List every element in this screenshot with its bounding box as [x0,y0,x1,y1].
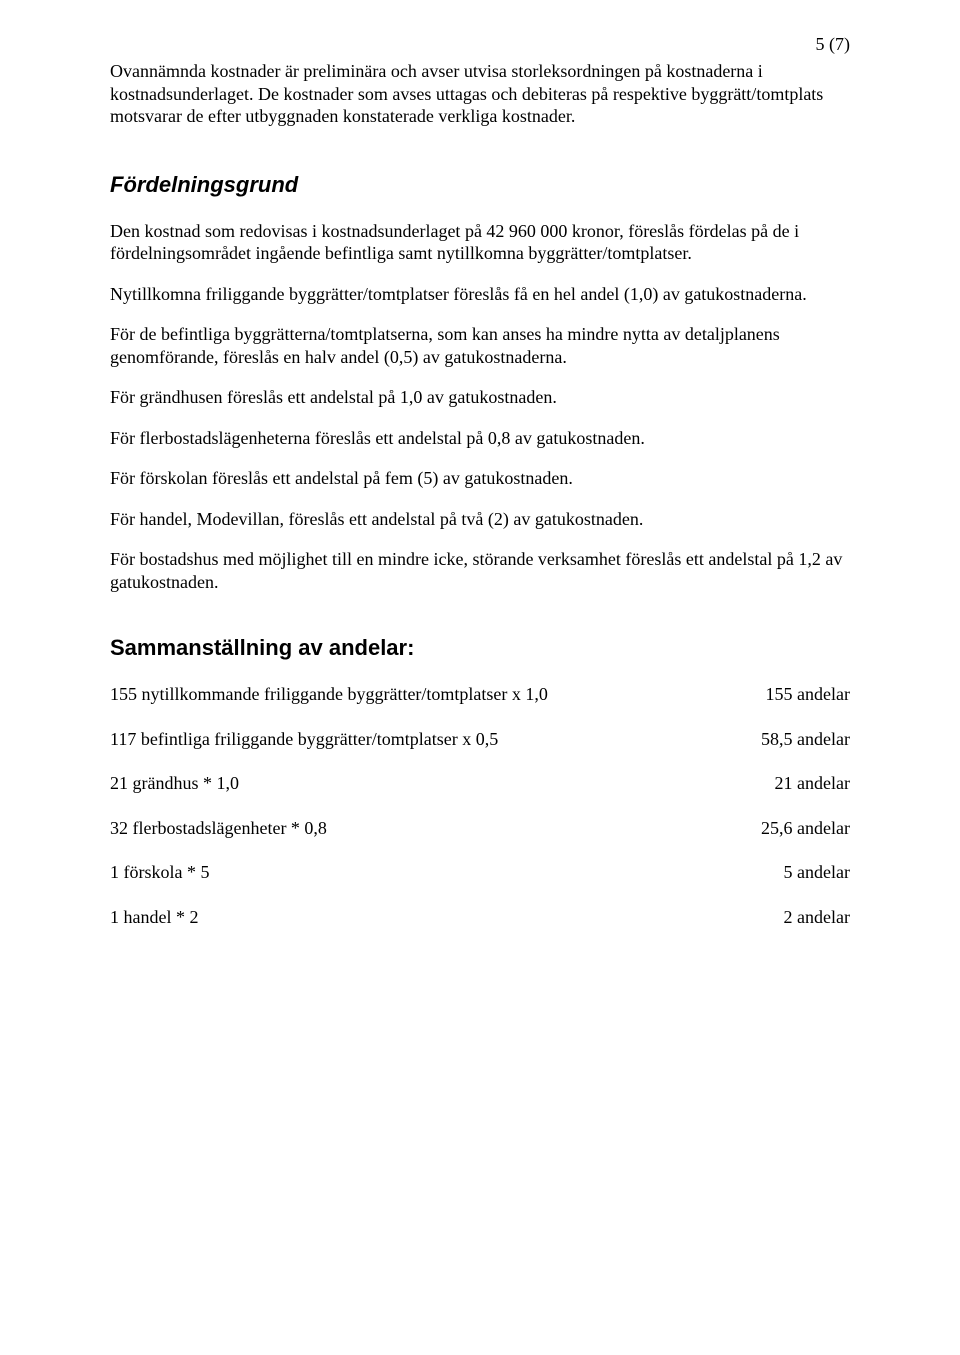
body-paragraph: Nytillkomna friliggande byggrätter/tomtp… [110,283,850,306]
section-heading-sammanstallning: Sammanställning av andelar: [110,635,850,661]
summary-val: 2 andelar [764,906,850,929]
summary-val: 155 andelar [746,683,850,706]
summary-desc: 1 handel * 2 [110,906,764,929]
body-paragraph: För flerbostadslägenheterna föreslås ett… [110,427,850,450]
summary-desc: 117 befintliga friliggande byggrätter/to… [110,728,741,751]
summary-val: 21 andelar [755,772,850,795]
summary-row: 117 befintliga friliggande byggrätter/to… [110,728,850,751]
summary-desc: 32 flerbostadslägenheter * 0,8 [110,817,741,840]
summary-row: 1 förskola * 5 5 andelar [110,861,850,884]
body-paragraph: För de befintliga byggrätterna/tomtplats… [110,323,850,368]
body-paragraph: För handel, Modevillan, föreslås ett and… [110,508,850,531]
summary-desc: 155 nytillkommande friliggande byggrätte… [110,683,746,706]
body-paragraph: Den kostnad som redovisas i kostnadsunde… [110,220,850,265]
body-paragraph: För grändhusen föreslås ett andelstal på… [110,386,850,409]
summary-row: 32 flerbostadslägenheter * 0,8 25,6 ande… [110,817,850,840]
section-heading-fordelningsgrund: Fördelningsgrund [110,172,850,198]
page-number: 5 (7) [816,34,851,55]
body-paragraph: För bostadshus med möjlighet till en min… [110,548,850,593]
summary-table: 155 nytillkommande friliggande byggrätte… [110,683,850,928]
body-paragraph: För förskolan föreslås ett andelstal på … [110,467,850,490]
summary-val: 58,5 andelar [741,728,850,751]
summary-val: 25,6 andelar [741,817,850,840]
summary-desc: 1 förskola * 5 [110,861,764,884]
summary-val: 5 andelar [764,861,850,884]
summary-row: 21 grändhus * 1,0 21 andelar [110,772,850,795]
summary-row: 1 handel * 2 2 andelar [110,906,850,929]
summary-row: 155 nytillkommande friliggande byggrätte… [110,683,850,706]
summary-desc: 21 grändhus * 1,0 [110,772,755,795]
intro-paragraph: Ovannämnda kostnader är preliminära och … [110,60,850,128]
